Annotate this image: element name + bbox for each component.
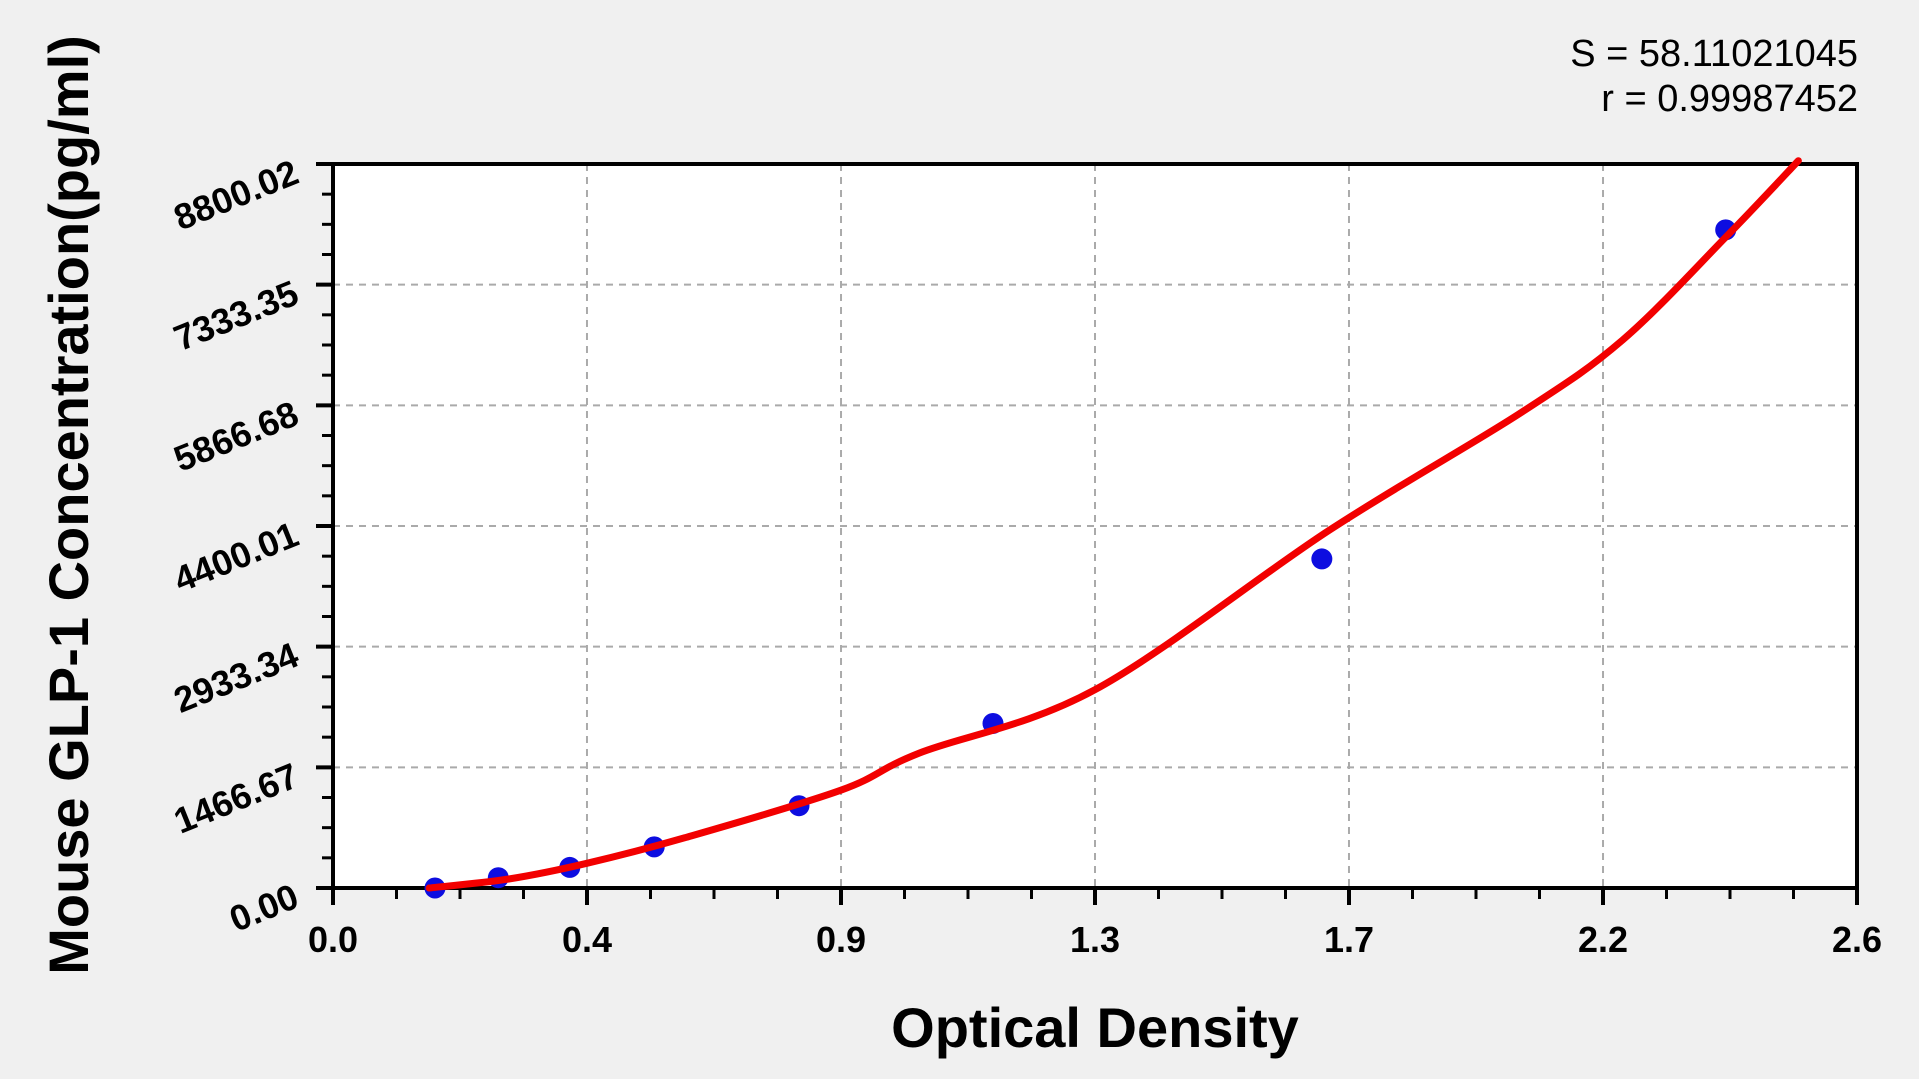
gridlines [333, 164, 1857, 888]
y-axis-title: Mouse GLP-1 Concentration(pg/ml) [37, 35, 100, 975]
x-tick-label: 0.4 [562, 919, 612, 960]
y-tick-label: 7333.35 [168, 272, 304, 359]
fit-curve [425, 157, 1802, 892]
x-axis-title: Optical Density [891, 996, 1299, 1059]
x-tick-label: 0.0 [308, 919, 358, 960]
stat-s-value: S = 58.11021045 [1570, 33, 1858, 75]
x-tick-label: 2.6 [1832, 919, 1882, 960]
data-point [1311, 548, 1333, 570]
stat-r-value: r = 0.99987452 [1601, 78, 1858, 120]
axis-ticks [316, 162, 1859, 905]
y-tick-label: 4400.01 [168, 513, 304, 600]
y-tick-label: 0.00 [224, 875, 304, 939]
x-tick-label: 1.3 [1070, 919, 1120, 960]
y-tick-label: 5866.68 [168, 393, 304, 480]
y-tick-label: 8800.02 [168, 151, 304, 238]
y-tick-label: 1466.67 [168, 755, 304, 842]
x-tick-label: 2.2 [1578, 919, 1628, 960]
y-tick-label: 2933.34 [168, 634, 304, 721]
x-tick-label: 1.7 [1324, 919, 1374, 960]
x-tick-label: 0.9 [816, 919, 866, 960]
